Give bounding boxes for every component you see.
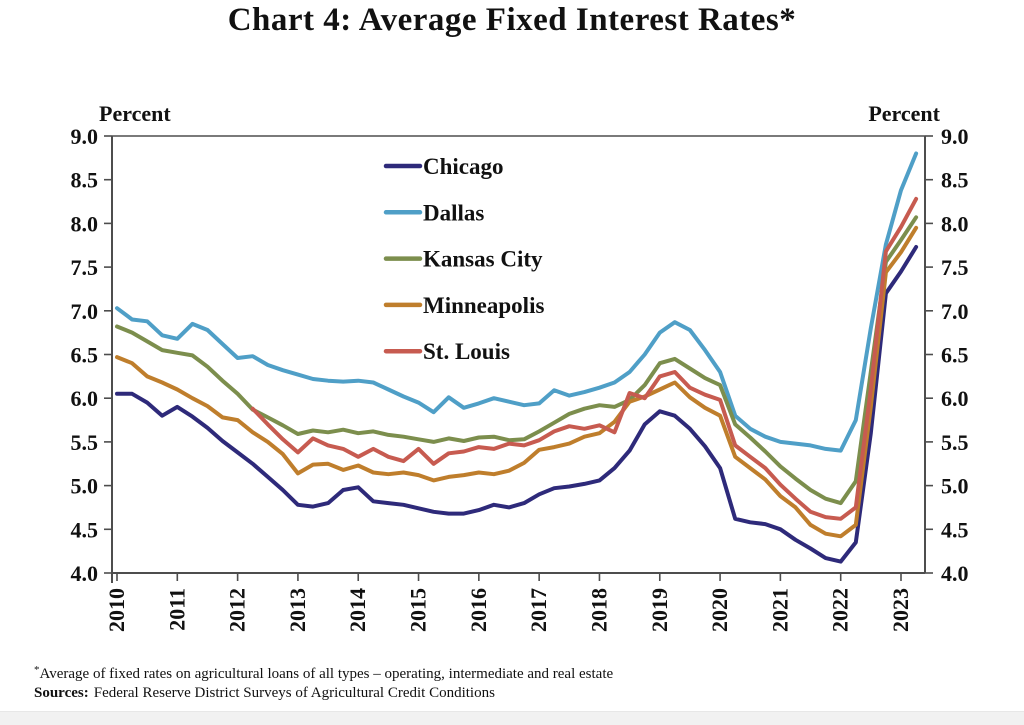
series-line-st-louis bbox=[250, 196, 919, 521]
y-axis-label-left: 5.0 bbox=[71, 474, 99, 499]
x-axis-year-label-2021: 2021 bbox=[767, 588, 792, 632]
y-axis-label-right: 4.5 bbox=[941, 517, 969, 542]
y-axis-label-right: 8.0 bbox=[941, 211, 969, 236]
x-axis-year-label-2010: 2010 bbox=[104, 588, 129, 632]
series-line-minneapolis bbox=[115, 225, 919, 539]
y-axis-label-right: 6.0 bbox=[941, 386, 969, 411]
x-axis-year-label-2013: 2013 bbox=[285, 588, 310, 632]
y-axis-label-right: 5.0 bbox=[941, 474, 969, 499]
y-axis-label-right: 7.0 bbox=[941, 299, 969, 324]
y-axis-label-left: 7.5 bbox=[71, 255, 99, 280]
x-axis-year-label-2011: 2011 bbox=[164, 588, 189, 631]
chart-title: Chart 4: Average Fixed Interest Rates* bbox=[227, 2, 797, 38]
footnote-asterisk: * bbox=[34, 664, 40, 676]
x-axis-year-label-2014: 2014 bbox=[345, 588, 370, 632]
legend-label-chicago: Chicago bbox=[423, 154, 504, 179]
y-axis-label-left: 6.5 bbox=[71, 343, 99, 368]
x-axis-year-label-2022: 2022 bbox=[828, 588, 853, 632]
legend-label-dallas: Dallas bbox=[423, 200, 484, 225]
y-axis-label-right: 4.0 bbox=[941, 561, 969, 586]
legend-label-st-louis: St. Louis bbox=[423, 339, 510, 364]
y-axis-label-left: 6.0 bbox=[71, 386, 99, 411]
x-axis-year-label-2017: 2017 bbox=[526, 588, 551, 632]
footnote-text: Average of fixed rates on agricultural l… bbox=[39, 666, 614, 682]
x-axis-year-label-2019: 2019 bbox=[647, 588, 672, 632]
x-axis-year-label-2023: 2023 bbox=[888, 588, 913, 632]
legend-label-minneapolis: Minneapolis bbox=[423, 293, 544, 318]
left-axis-unit-label: Percent bbox=[99, 101, 171, 126]
y-axis-label-left: 9.0 bbox=[71, 124, 99, 149]
y-axis-label-left: 4.5 bbox=[71, 517, 99, 542]
bottom-strip bbox=[0, 711, 1024, 725]
y-axis-label-right: 7.5 bbox=[941, 255, 969, 280]
y-axis-label-left: 8.5 bbox=[71, 168, 99, 193]
y-axis-label-left: 5.5 bbox=[71, 430, 99, 455]
right-axis-unit-label: Percent bbox=[868, 101, 940, 126]
series-line-kansas-city bbox=[115, 215, 919, 506]
y-axis-label-right: 6.5 bbox=[941, 343, 969, 368]
x-axis-year-label-2018: 2018 bbox=[586, 588, 611, 632]
x-axis-year-label-2016: 2016 bbox=[466, 588, 491, 632]
series-line-chicago bbox=[115, 245, 919, 564]
y-axis-label-left: 8.0 bbox=[71, 211, 99, 236]
footnote: *Average of fixed rates on agricultural … bbox=[34, 664, 613, 683]
x-axis-year-label-2015: 2015 bbox=[406, 588, 431, 632]
y-axis-label-right: 5.5 bbox=[941, 430, 969, 455]
x-axis-year-label-2012: 2012 bbox=[225, 588, 250, 632]
y-axis-label-right: 9.0 bbox=[941, 124, 969, 149]
legend-label-kansas-city: Kansas City bbox=[423, 247, 543, 272]
y-axis-label-right: 8.5 bbox=[941, 168, 969, 193]
y-axis-label-left: 4.0 bbox=[71, 561, 99, 586]
sources-line: Sources: Federal Reserve District Surveys… bbox=[34, 685, 495, 702]
y-axis-label-left: 7.0 bbox=[71, 299, 99, 324]
series-line-dallas bbox=[115, 151, 919, 453]
sources-text: Federal Reserve District Surveys of Agri… bbox=[93, 685, 495, 701]
sources-label: Sources: bbox=[34, 685, 89, 701]
x-axis-year-label-2020: 2020 bbox=[707, 588, 732, 632]
